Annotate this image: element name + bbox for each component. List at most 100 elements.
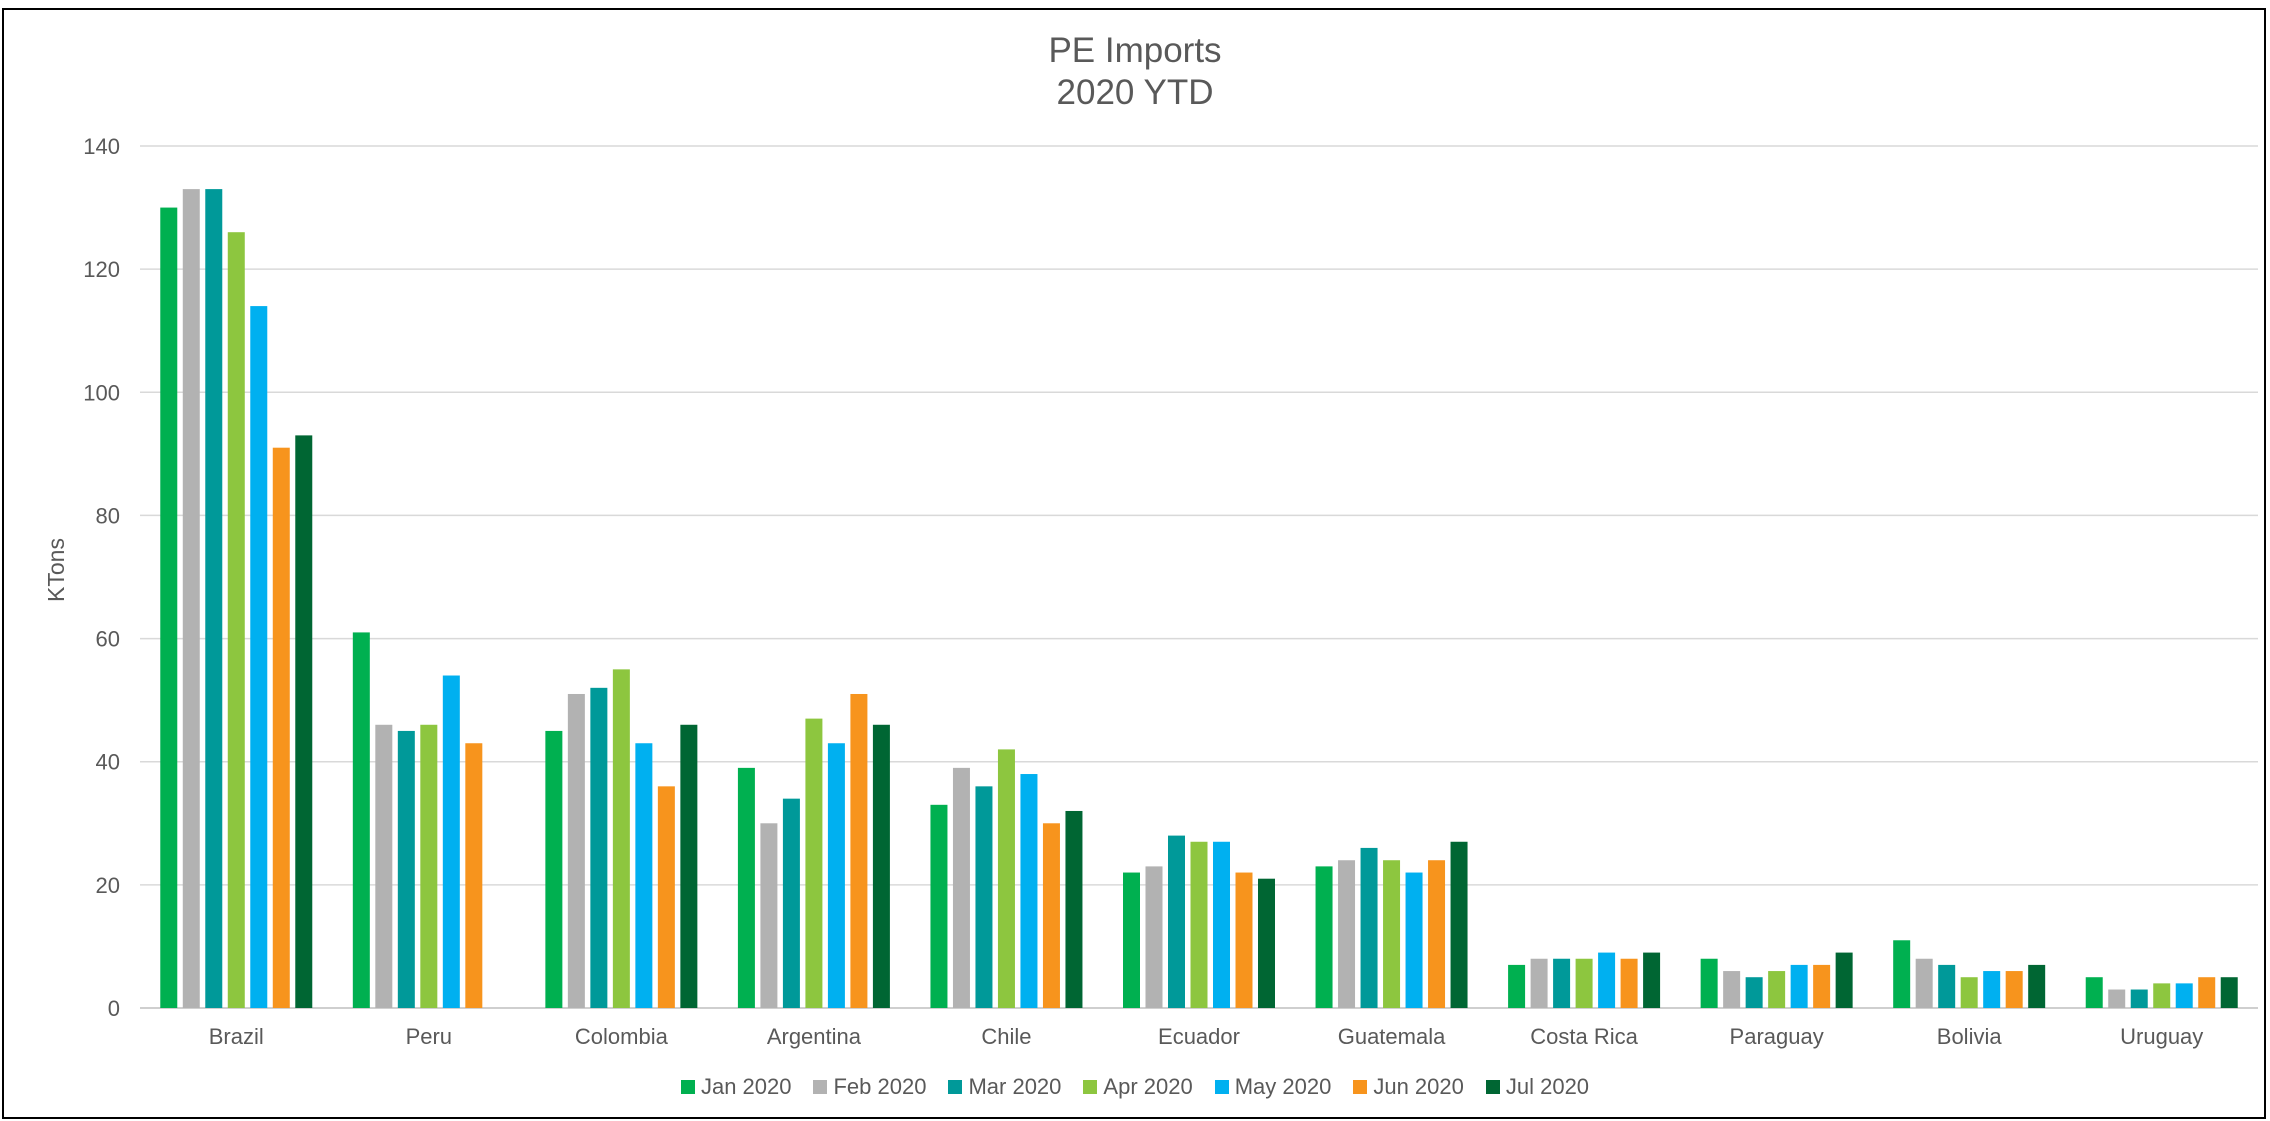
bar bbox=[590, 687, 608, 1008]
bar bbox=[1893, 940, 1911, 1008]
legend-swatch bbox=[1485, 1080, 1500, 1094]
bar bbox=[1065, 810, 1083, 1008]
bar bbox=[1553, 958, 1571, 1008]
bar bbox=[2175, 983, 2193, 1008]
legend-swatch bbox=[1083, 1080, 1098, 1094]
bar bbox=[205, 189, 223, 1009]
bar bbox=[1745, 977, 1763, 1008]
bar bbox=[1338, 860, 1356, 1008]
legend-swatch bbox=[1214, 1080, 1229, 1094]
legend-label: Apr 2020 bbox=[1103, 1074, 1193, 1099]
bar bbox=[2220, 977, 2238, 1008]
bar bbox=[1042, 823, 1060, 1008]
bar bbox=[1020, 774, 1038, 1008]
bar bbox=[2130, 989, 2148, 1008]
legend-label: Jun 2020 bbox=[1373, 1074, 1464, 1099]
legend-swatch bbox=[948, 1080, 963, 1094]
legend-swatch bbox=[680, 1080, 695, 1094]
bar bbox=[375, 724, 393, 1008]
x-tick-label: Argentina bbox=[767, 1024, 862, 1049]
bar bbox=[2198, 977, 2216, 1008]
bar bbox=[782, 798, 800, 1008]
bar bbox=[1213, 841, 1230, 1008]
bar bbox=[1145, 866, 1163, 1008]
legend-label: May 2020 bbox=[1234, 1074, 1332, 1099]
bars bbox=[160, 189, 2238, 1009]
legend-item: Jul 2020 bbox=[1485, 1074, 1590, 1100]
legend-label: Jul 2020 bbox=[1505, 1074, 1590, 1099]
bar bbox=[737, 767, 755, 1008]
x-tick-label: Costa Rica bbox=[1530, 1024, 1638, 1049]
bar bbox=[2028, 964, 2046, 1008]
bar bbox=[272, 447, 290, 1008]
bar bbox=[1915, 958, 1933, 1008]
legend-swatch bbox=[813, 1080, 828, 1094]
y-tick-label: 0 bbox=[108, 996, 120, 1021]
bar bbox=[635, 743, 653, 1008]
bar bbox=[420, 724, 438, 1008]
bar bbox=[1575, 958, 1593, 1008]
bar bbox=[1235, 872, 1253, 1008]
chart-title: PE Imports bbox=[1048, 31, 1222, 70]
bar bbox=[182, 189, 200, 1009]
bar bbox=[160, 207, 178, 1009]
legend: Jan 2020 Feb 2020 Mar 2020 Apr 2020 May 2020… bbox=[0, 1074, 2270, 1100]
x-tick-label: Brazil bbox=[209, 1024, 264, 1049]
bar bbox=[1790, 964, 1808, 1008]
bar bbox=[2108, 989, 2126, 1008]
bar bbox=[1723, 971, 1741, 1008]
bar bbox=[2085, 977, 2103, 1008]
bar bbox=[1813, 964, 1831, 1008]
x-tick-label: Bolivia bbox=[1937, 1024, 2003, 1049]
legend-swatch bbox=[1353, 1080, 1368, 1094]
y-tick-label: 40 bbox=[96, 750, 120, 775]
x-tick-label: Peru bbox=[406, 1024, 452, 1049]
x-tick-label: Guatemala bbox=[1338, 1024, 1446, 1049]
bar bbox=[1983, 971, 2001, 1008]
bar bbox=[1768, 971, 1786, 1008]
bar bbox=[805, 718, 823, 1008]
legend-item: Apr 2020 bbox=[1083, 1074, 1193, 1100]
bar bbox=[1258, 878, 1275, 1008]
legend-item: Jun 2020 bbox=[1353, 1074, 1464, 1100]
bar bbox=[442, 675, 460, 1008]
x-tick-label: Ecuador bbox=[1158, 1024, 1240, 1049]
bar bbox=[1405, 872, 1423, 1008]
legend-label: Mar 2020 bbox=[968, 1074, 1062, 1099]
bar bbox=[545, 730, 563, 1008]
bar bbox=[657, 786, 675, 1008]
bar bbox=[1938, 964, 1956, 1008]
bar bbox=[1700, 958, 1718, 1008]
bar bbox=[1620, 958, 1638, 1008]
legend-item: Mar 2020 bbox=[948, 1074, 1061, 1100]
x-tick-label: Colombia bbox=[575, 1024, 669, 1049]
bar bbox=[465, 743, 483, 1008]
bar bbox=[612, 669, 630, 1008]
bar bbox=[1450, 841, 1468, 1008]
bar bbox=[975, 786, 993, 1008]
bar bbox=[1598, 952, 1616, 1008]
bar bbox=[295, 435, 313, 1008]
legend-label: Jan 2020 bbox=[700, 1074, 792, 1099]
legend-label: Feb 2020 bbox=[833, 1074, 927, 1099]
bar bbox=[1530, 958, 1548, 1008]
y-tick-label: 60 bbox=[96, 627, 120, 652]
bar bbox=[952, 767, 970, 1008]
y-tick-label: 100 bbox=[83, 380, 120, 405]
legend-item: May 2020 bbox=[1214, 1074, 1332, 1100]
x-tick-label: Paraguay bbox=[1730, 1024, 1824, 1049]
bar bbox=[1428, 860, 1446, 1008]
bar bbox=[1123, 872, 1140, 1008]
bar bbox=[1315, 866, 1333, 1008]
bar bbox=[760, 823, 778, 1008]
bar bbox=[2153, 983, 2171, 1008]
bar bbox=[930, 804, 948, 1008]
bar bbox=[997, 749, 1015, 1008]
bar bbox=[397, 730, 415, 1008]
bar bbox=[1360, 847, 1378, 1008]
bar bbox=[1190, 841, 1208, 1008]
bar bbox=[1960, 977, 1978, 1008]
chart-subtitle: 2020 YTD bbox=[1056, 73, 1214, 112]
bar bbox=[2005, 971, 2023, 1008]
